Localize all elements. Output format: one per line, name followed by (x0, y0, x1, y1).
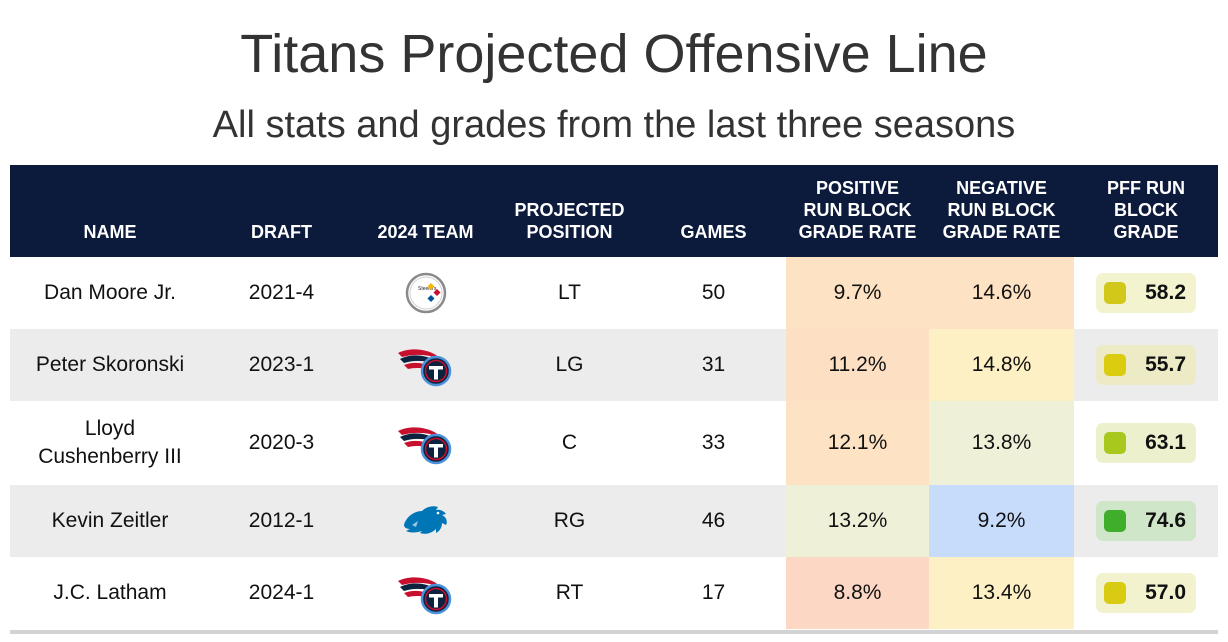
grade-cell: 55.7 (1074, 329, 1218, 401)
grade-value: 74.6 (1145, 509, 1186, 532)
grade-badge: 58.2 (1096, 273, 1196, 313)
draft-value: 2024-1 (248, 581, 315, 604)
table-header-row: NAME DRAFT 2024 TEAM PROJECTED POSITION G… (10, 165, 1218, 257)
draft-value: 2012-1 (248, 509, 315, 532)
player-name: Dan Moore Jr. (44, 281, 176, 304)
grade-value: 55.7 (1145, 353, 1186, 376)
header-grade: PFF RUN BLOCK GRADE (1107, 178, 1185, 242)
positive-rate-value: 8.8% (833, 581, 882, 604)
negative-rate-value: 9.2% (977, 509, 1026, 532)
lions-logo-icon (396, 506, 456, 534)
page-subtitle: All stats and grades from the last three… (212, 104, 1016, 146)
negative-rate-value: 14.8% (971, 353, 1032, 376)
negative-rate-cell: 14.8% (929, 329, 1074, 401)
positive-rate-value: 9.7% (833, 281, 882, 304)
grade-dot-icon (1104, 510, 1126, 532)
titans-logo-icon (396, 349, 456, 387)
grade-value: 57.0 (1145, 581, 1186, 604)
negative-rate-cell: 9.2% (929, 485, 1074, 557)
games-value: 50 (701, 281, 726, 304)
player-name: Lloyd Cushenberry III (38, 417, 182, 468)
table-row: Kevin Zeitler 2012-1 RG 46 13.2% 9.2% 74… (10, 485, 1218, 557)
positive-rate-value: 13.2% (827, 509, 888, 532)
games-value: 17 (701, 581, 726, 604)
header-name: NAME (83, 222, 137, 242)
grade-value: 63.1 (1145, 431, 1186, 454)
steelers-logo-icon: Steelers (396, 272, 456, 314)
table-row: Lloyd Cushenberry III 2020-3 C 33 12.1% 1… (10, 401, 1218, 485)
games-value: 33 (701, 431, 726, 454)
header-games: GAMES (680, 222, 747, 242)
negative-rate-value: 13.8% (971, 431, 1032, 454)
team-logo: Steelers (353, 257, 498, 329)
draft-value: 2021-4 (248, 281, 315, 304)
draft-value: 2020-3 (248, 431, 315, 454)
titans-logo-icon (396, 427, 456, 465)
header-position: PROJECTED POSITION (514, 200, 625, 242)
grade-badge: 55.7 (1096, 345, 1196, 385)
positive-rate-cell: 8.8% (786, 557, 929, 629)
offensive-line-table: NAME DRAFT 2024 TEAM PROJECTED POSITION G… (10, 165, 1218, 629)
position-value: LT (558, 281, 581, 304)
team-logo (353, 401, 498, 485)
team-logo (353, 329, 498, 401)
negative-rate-cell: 13.8% (929, 401, 1074, 485)
negative-rate-cell: 13.4% (929, 557, 1074, 629)
games-value: 31 (701, 353, 726, 376)
header-draft: DRAFT (251, 222, 312, 242)
games-value: 46 (701, 509, 726, 532)
table-row: Dan Moore Jr. 2021-4 Steelers LT 50 9.7%… (10, 257, 1218, 329)
grade-cell: 63.1 (1074, 401, 1218, 485)
player-name: Peter Skoronski (35, 353, 185, 376)
grade-dot-icon (1104, 432, 1126, 454)
grade-badge: 74.6 (1096, 501, 1196, 541)
svg-text:Steelers: Steelers (418, 286, 437, 292)
titans-logo-icon (396, 577, 456, 615)
player-name: J.C. Latham (53, 581, 167, 604)
grade-cell: 57.0 (1074, 557, 1218, 629)
table-row: Peter Skoronski 2023-1 LG 31 11.2% 14.8%… (10, 329, 1218, 401)
positive-rate-value: 12.1% (827, 431, 888, 454)
team-logo (353, 485, 498, 557)
grade-cell: 74.6 (1074, 485, 1218, 557)
grade-value: 58.2 (1145, 281, 1186, 304)
positive-rate-value: 11.2% (828, 353, 887, 376)
grade-dot-icon (1104, 582, 1126, 604)
player-name: Kevin Zeitler (51, 509, 169, 532)
position-value: RT (555, 581, 584, 604)
negative-rate-value: 14.6% (971, 281, 1032, 304)
grade-badge: 57.0 (1096, 573, 1196, 613)
bottom-rule (10, 630, 1218, 634)
positive-rate-cell: 11.2% (786, 329, 929, 401)
grade-dot-icon (1104, 282, 1126, 304)
header-positive-rate: POSITIVE RUN BLOCK GRADE RATE (798, 178, 917, 242)
header-team: 2024 TEAM (377, 222, 474, 242)
grade-cell: 58.2 (1074, 257, 1218, 329)
draft-value: 2023-1 (248, 353, 315, 376)
position-value: RG (553, 509, 586, 532)
positive-rate-cell: 12.1% (786, 401, 929, 485)
grade-badge: 63.1 (1096, 423, 1196, 463)
position-value: LG (555, 353, 584, 376)
header-negative-rate: NEGATIVE RUN BLOCK GRADE RATE (942, 178, 1061, 242)
grade-dot-icon (1104, 354, 1126, 376)
table-row: J.C. Latham 2024-1 RT 17 8.8% 13.4% 57.0 (10, 557, 1218, 629)
negative-rate-cell: 14.6% (929, 257, 1074, 329)
position-value: C (561, 431, 578, 454)
negative-rate-value: 13.4% (971, 581, 1032, 604)
team-logo (353, 557, 498, 629)
page-title: Titans Projected Offensive Line (240, 24, 988, 84)
positive-rate-cell: 9.7% (786, 257, 929, 329)
positive-rate-cell: 13.2% (786, 485, 929, 557)
